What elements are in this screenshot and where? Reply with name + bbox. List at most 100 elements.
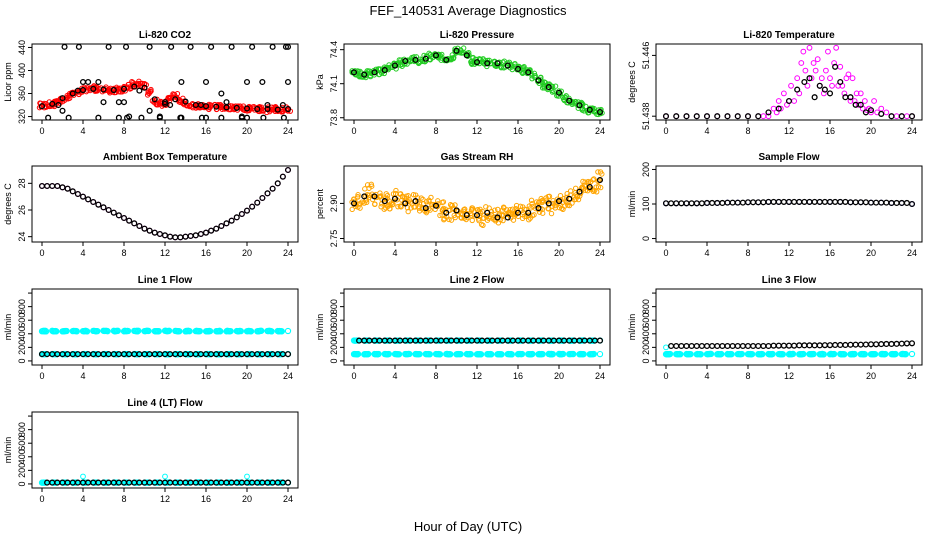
data-point [126, 217, 133, 224]
data-point [688, 342, 695, 350]
y-tick-label: 200 [329, 340, 339, 355]
data-point [791, 98, 798, 104]
data-point [264, 101, 271, 109]
data-point [165, 327, 173, 334]
x-tick-label: 16 [201, 494, 211, 504]
data-point [555, 89, 563, 96]
data-point [462, 206, 468, 212]
data-point [355, 193, 361, 200]
data-point [410, 191, 417, 198]
data-point [821, 86, 828, 93]
x-tick-label: 20 [242, 248, 252, 258]
data-point [115, 114, 122, 120]
data-point [871, 351, 879, 358]
data-point [233, 104, 240, 111]
series-avg [44, 479, 292, 486]
x-tick-label: 24 [907, 126, 917, 136]
plot-area [350, 337, 604, 358]
data-point [156, 113, 163, 120]
data-point [596, 176, 604, 184]
data-point [443, 209, 450, 216]
data-point [228, 217, 235, 224]
data-point [65, 114, 72, 120]
data-point [518, 350, 526, 358]
series-avg [662, 63, 916, 120]
data-point [352, 203, 359, 210]
data-point [243, 105, 251, 112]
data-point [590, 177, 596, 183]
y-tick-label: 74.4 [329, 41, 339, 59]
data-point [878, 199, 885, 206]
data-point [525, 209, 532, 216]
series-raw-low [350, 350, 604, 358]
data-point [668, 200, 675, 207]
data-point [570, 350, 577, 358]
data-point [719, 199, 726, 207]
data-point [243, 78, 251, 86]
data-point [785, 198, 793, 205]
data-point [495, 206, 501, 213]
data-point [801, 198, 808, 205]
data-point [545, 200, 552, 207]
x-tick-label: 24 [595, 248, 605, 258]
panel-title: Li-820 CO2 [139, 30, 192, 41]
data-point [703, 113, 711, 120]
x-tick-label: 20 [554, 126, 564, 136]
data-point [826, 198, 834, 205]
data-point [788, 82, 794, 89]
data-point [468, 59, 474, 65]
data-point [182, 98, 189, 105]
data-point [821, 198, 828, 205]
data-point [115, 212, 122, 219]
data-point [826, 342, 834, 349]
data-point [412, 56, 419, 63]
chart-panel-2: Li-820 Pressure 0 4 8 12 16 20 24 73.8 74.1 74.4 kP… [315, 30, 611, 136]
data-point [208, 44, 215, 50]
data-point [131, 220, 138, 227]
data-point [785, 342, 793, 349]
data-point [873, 341, 880, 348]
data-point [683, 113, 690, 120]
data-point [801, 342, 808, 349]
data-point [557, 193, 564, 199]
data-point [167, 101, 174, 109]
data-point [357, 68, 363, 75]
data-point [75, 44, 82, 50]
data-point [278, 107, 285, 113]
data-point [483, 213, 490, 220]
data-point [765, 109, 772, 116]
x-tick-label: 24 [283, 494, 293, 504]
data-point [851, 350, 858, 358]
data-point [178, 114, 185, 120]
x-tick-label: 0 [663, 248, 668, 258]
data-point [182, 233, 189, 240]
chart-panel-6: Sample Flow 0 4 8 12 16 20 24 0 100 200 ml/min [627, 152, 923, 258]
data-point [812, 67, 819, 74]
data-point [366, 185, 372, 191]
data-point [504, 214, 511, 221]
x-tick-label: 20 [554, 371, 564, 381]
data-point [902, 351, 909, 358]
data-point [796, 198, 803, 205]
data-point [398, 204, 404, 210]
data-point [908, 350, 916, 358]
x-tick-label: 12 [160, 126, 170, 136]
data-point [867, 341, 875, 348]
data-point [509, 206, 516, 212]
data-point [63, 327, 70, 335]
data-point [488, 351, 495, 358]
data-point [855, 101, 862, 108]
data-point [389, 201, 396, 208]
data-point [709, 342, 716, 350]
data-point [849, 75, 856, 82]
data-point [673, 113, 680, 120]
y-tick-label: 400 [17, 326, 27, 341]
plot-area [349, 169, 605, 228]
data-point [744, 342, 752, 350]
data-point [363, 199, 370, 205]
series-avg [356, 337, 604, 344]
data-point [791, 342, 798, 349]
data-point [908, 113, 916, 120]
data-point [802, 67, 809, 74]
x-tick-label: 16 [825, 126, 835, 136]
